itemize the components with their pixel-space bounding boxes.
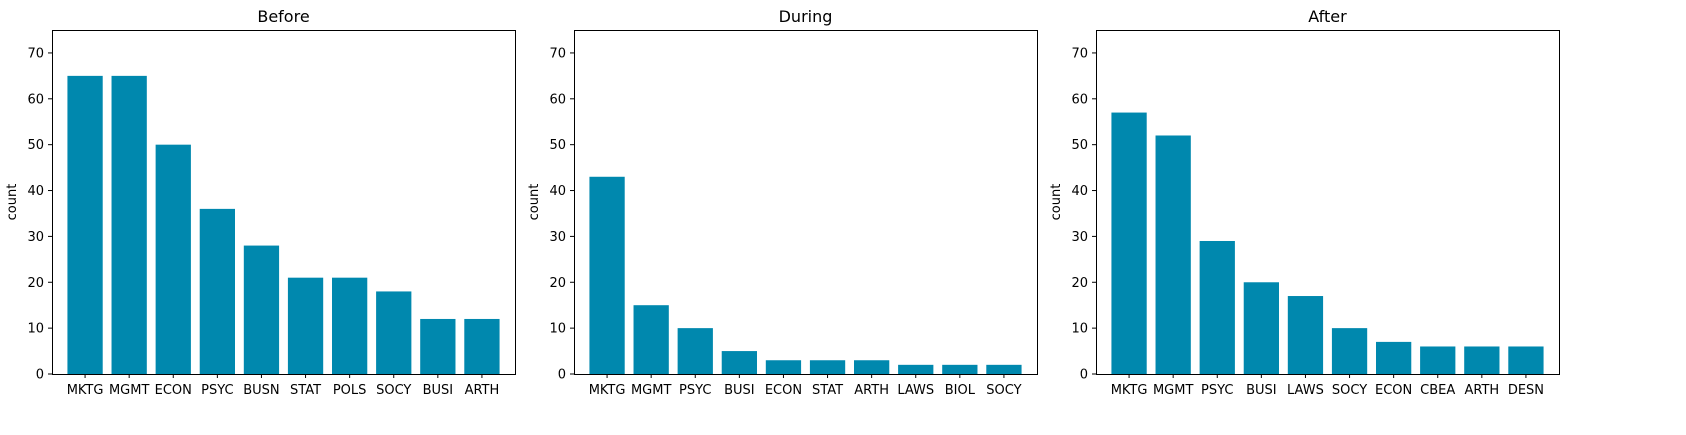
bar-mgmt xyxy=(111,75,147,375)
y-tick-label: 10 xyxy=(27,322,44,337)
bar-desn xyxy=(1508,346,1544,374)
y-tick-label: 70 xyxy=(1071,46,1088,61)
bar-stat xyxy=(809,360,846,374)
x-tick-label: SOCY xyxy=(376,383,411,398)
bar-mktg xyxy=(1111,112,1147,374)
x-tick-label: ARTH xyxy=(465,383,500,398)
bar-psyc xyxy=(677,328,713,374)
y-tick-label: 30 xyxy=(27,230,44,245)
chart-panel-0: MKTG MGMT ECON PSYC BUSN STAT POLS SOCY BUSI ARTH… xyxy=(5,7,516,398)
x-tick-label: ARTH xyxy=(854,383,889,398)
y-tick-label: 40 xyxy=(27,184,44,199)
bar-econ xyxy=(1376,341,1412,374)
bar-arth xyxy=(1464,346,1500,374)
y-tick-label: 70 xyxy=(549,46,566,61)
x-tick-label: BUSI xyxy=(423,383,454,398)
x-tick-label: ECON xyxy=(765,383,802,398)
bar-busn xyxy=(243,245,280,374)
y-tick-label: 60 xyxy=(27,92,44,107)
y-tick-label: 0 xyxy=(36,368,44,383)
chart-panel-2: MKTG MGMT PSYC BUSI LAWS SOCY ECON CBEA ARTH DESN… xyxy=(1049,7,1560,398)
plot-frame xyxy=(1096,30,1560,375)
y-tick-label: 40 xyxy=(549,184,566,199)
bar-psyc xyxy=(199,208,235,374)
bar-econ xyxy=(765,360,802,374)
y-tick-label: 20 xyxy=(1071,276,1088,291)
bar-arth xyxy=(854,360,890,374)
x-tick-label: ECON xyxy=(1375,383,1412,398)
x-tick-label: POLS xyxy=(333,383,367,398)
chart-title: During xyxy=(779,7,833,26)
x-tick-label: PSYC xyxy=(201,383,233,398)
y-tick-label: 20 xyxy=(27,276,44,291)
x-tick-label: BUSI xyxy=(1246,383,1277,398)
y-axis-label: count xyxy=(5,184,20,221)
x-tick-label: SOCY xyxy=(1332,383,1367,398)
bar-biol xyxy=(942,364,978,374)
bar-econ xyxy=(155,144,191,374)
bar-mktg xyxy=(67,75,103,375)
x-tick-label: BIOL xyxy=(945,383,976,398)
y-tick-label: 70 xyxy=(27,46,44,61)
bar-socy xyxy=(1331,328,1368,374)
y-tick-label: 20 xyxy=(549,276,566,291)
chart-panel-1: MKTG MGMT PSYC BUSI ECON STAT ARTH LAWS BIOL SOCY… xyxy=(527,7,1038,398)
x-tick-label: MKTG xyxy=(1111,383,1148,398)
bar-stat xyxy=(287,277,324,374)
y-tick-label: 30 xyxy=(549,230,566,245)
y-axis-label: count xyxy=(527,184,542,221)
bar-arth xyxy=(464,318,500,374)
y-tick-label: 50 xyxy=(1071,138,1088,153)
x-tick-label: MGMT xyxy=(109,383,150,398)
x-tick-label: ARTH xyxy=(1464,383,1499,398)
y-tick-label: 60 xyxy=(549,92,566,107)
x-tick-label: ECON xyxy=(155,383,192,398)
plot-frame xyxy=(574,30,1038,375)
y-tick-label: 30 xyxy=(1071,230,1088,245)
bar-busi xyxy=(721,351,757,374)
x-tick-label: CBEA xyxy=(1420,383,1455,398)
chart-title: Before xyxy=(257,7,309,26)
x-tick-label: STAT xyxy=(812,383,843,398)
x-tick-label: PSYC xyxy=(679,383,711,398)
bar-psyc xyxy=(1199,240,1235,374)
bar-laws xyxy=(1287,296,1324,374)
x-tick-label: DESN xyxy=(1508,383,1544,398)
bar-busi xyxy=(420,318,456,374)
bar-socy xyxy=(986,364,1022,374)
y-tick-label: 40 xyxy=(1071,184,1088,199)
x-tick-label: BUSN xyxy=(243,383,279,398)
y-tick-label: 10 xyxy=(1071,322,1088,337)
chart-title: After xyxy=(1308,7,1347,26)
y-tick-label: 50 xyxy=(27,138,44,153)
x-tick-label: BUSI xyxy=(724,383,755,398)
y-tick-label: 50 xyxy=(549,138,566,153)
bar-cbea xyxy=(1420,346,1456,374)
y-tick-label: 0 xyxy=(558,368,566,383)
bar-pols xyxy=(332,277,368,374)
y-axis-label: count xyxy=(1049,184,1064,221)
x-tick-label: PSYC xyxy=(1201,383,1233,398)
bar-mktg xyxy=(589,176,625,374)
x-tick-label: STAT xyxy=(290,383,321,398)
bar-socy xyxy=(376,291,412,374)
x-tick-label: MGMT xyxy=(631,383,672,398)
bar-laws xyxy=(898,364,934,374)
y-tick-label: 10 xyxy=(549,322,566,337)
x-tick-label: LAWS xyxy=(897,383,934,398)
bar-mgmt xyxy=(1155,135,1191,374)
plot-frame xyxy=(52,30,516,375)
y-tick-label: 0 xyxy=(1080,368,1088,383)
x-tick-label: MGMT xyxy=(1153,383,1194,398)
x-tick-label: MKTG xyxy=(67,383,104,398)
y-tick-label: 60 xyxy=(1071,92,1088,107)
x-tick-label: SOCY xyxy=(986,383,1021,398)
bar-mgmt xyxy=(633,305,669,374)
bar-busi xyxy=(1243,282,1279,374)
x-tick-label: LAWS xyxy=(1287,383,1324,398)
x-tick-label: MKTG xyxy=(589,383,626,398)
